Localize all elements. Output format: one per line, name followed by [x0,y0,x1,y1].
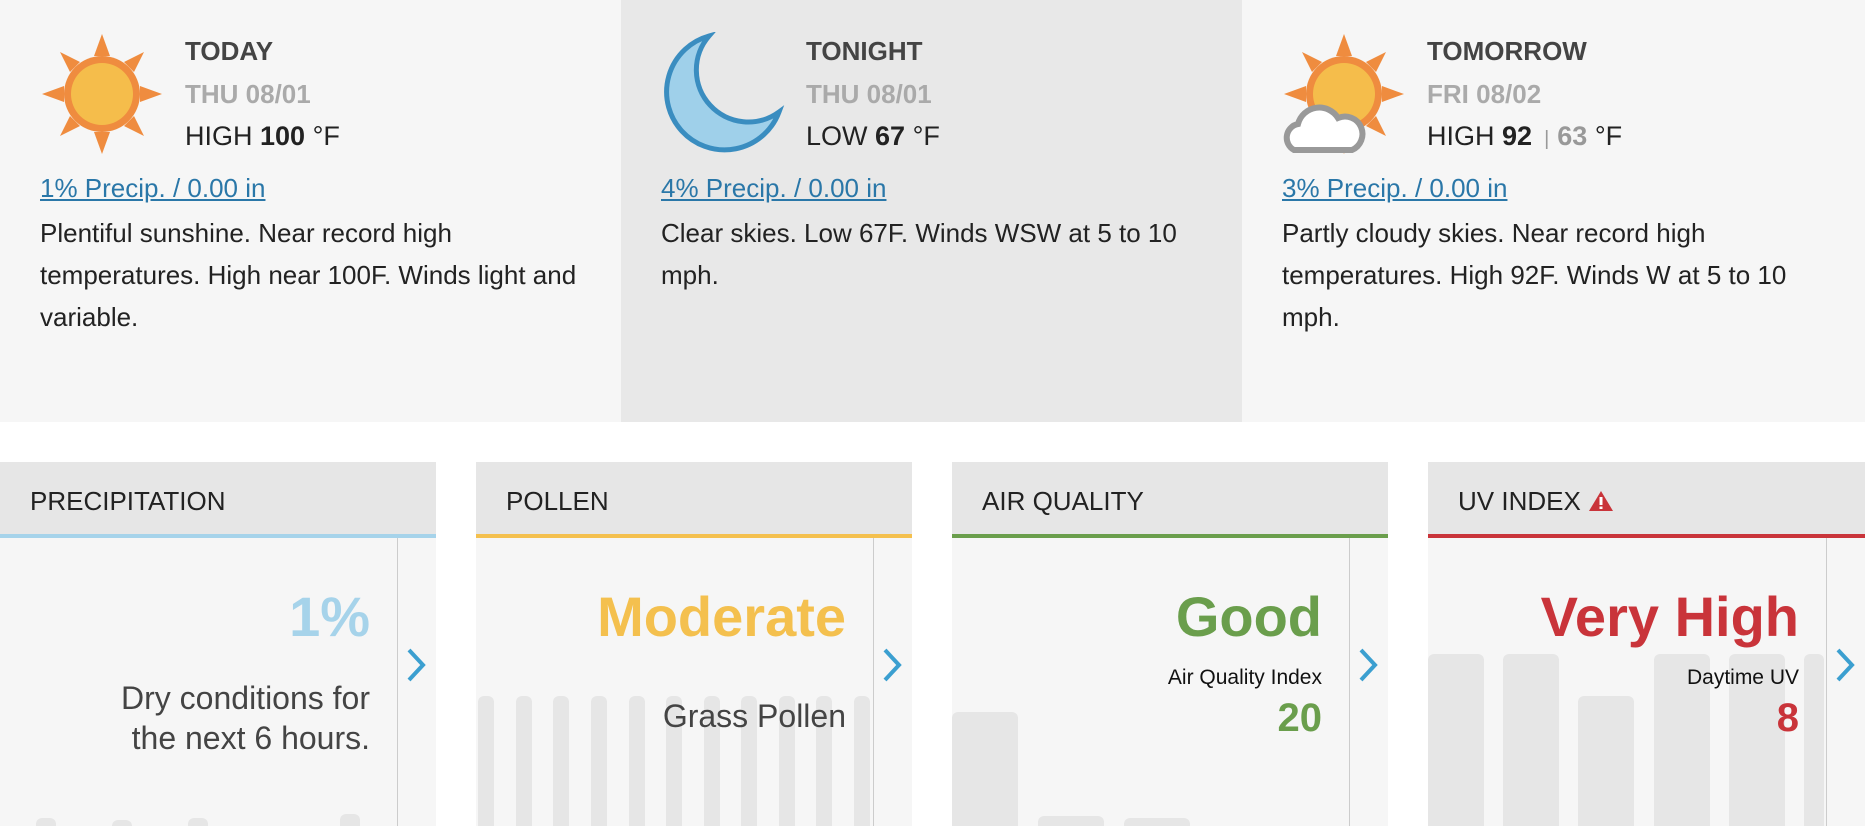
background-bar [112,820,132,826]
card-number: 8 [1776,696,1799,740]
partly-cloudy-icon [1283,34,1404,154]
temp-value: 100 [260,121,306,151]
background-bar [478,696,494,826]
card-header: POLLEN [476,462,912,538]
period-date: FRI 08/02 [1427,79,1542,109]
card-title: AIR QUALITY [982,486,1144,516]
period-label: TODAY [185,36,274,66]
background-bar [1038,816,1104,826]
card-title: UV INDEX [1458,486,1614,517]
background-bar [1428,654,1484,826]
background-bar [629,696,645,826]
forecast-panel: TODAY THU 08/01 HIGH 100 °F 1% Precip. /… [0,0,621,422]
card[interactable]: AIR QUALITY Good Air Quality Index 20 [952,462,1388,826]
divider [873,538,874,826]
precip-link[interactable]: 1% Precip. / 0.00 in [40,173,266,203]
chevron[interactable] [882,647,902,683]
forecast-panel: TOMORROW FRI 08/02 HIGH 92 | 63 °F 3% Prec… [1242,0,1865,422]
temp-unit: °F [912,121,940,151]
temp-unit: °F [312,121,340,151]
temperature: HIGH 100 °F [185,121,340,152]
precip-link[interactable]: 3% Precip. / 0.00 in [1282,173,1508,203]
background-bar [1804,654,1824,826]
moon-icon [664,32,785,153]
card-label: Daytime UV [1686,666,1799,689]
detail-line: Grass Pollen [662,698,846,734]
title-text: UV INDEX [1458,486,1581,516]
sun-icon [42,34,162,154]
period-label: TONIGHT [806,36,923,66]
detail-line: Dry conditions for [121,680,370,716]
card[interactable]: UV INDEX Very High Daytime UV 8 [1428,462,1865,826]
card-label: Air Quality Index [1167,666,1322,689]
summary: Clear skies. Low 67F. Winds WSW at 5 to … [661,218,1177,290]
card-title: PRECIPITATION [30,486,226,516]
card-value: Good [1175,585,1322,648]
background-bar [1124,818,1190,826]
forecast-panel: TONIGHT THU 08/01 LOW 67 °F 4% Precip. /… [621,0,1242,422]
period-date: THU 08/01 [185,79,311,109]
card-value: 1% [289,585,370,648]
temp-prefix: LOW [806,121,868,151]
background-bar [340,814,360,826]
background-bar [1578,696,1634,826]
card-title: POLLEN [506,486,609,516]
temp-value: 92 [1502,121,1533,151]
temp-prefix: HIGH [1427,121,1495,151]
divider [1349,538,1350,826]
background-bar [952,712,1018,826]
card-detail: Grass Pollen [663,696,846,736]
precip-link[interactable]: 4% Precip. / 0.00 in [661,173,887,203]
temp-unit: °F [1594,121,1623,151]
card[interactable]: POLLEN Moderate Grass Pollen [476,462,912,826]
period-date: THU 08/01 [806,79,932,109]
background-bar [188,818,208,826]
card-detail: Dry conditions for the next 6 hours. [121,678,370,758]
background-bar [854,696,870,826]
background-bar [1654,654,1710,826]
chevron[interactable] [1835,647,1855,683]
chevron[interactable] [406,647,426,683]
card-value: Moderate [597,585,846,648]
temperature: HIGH 92 | 63 °F [1427,121,1623,151]
period-label: TOMORROW [1427,36,1587,66]
temp-prefix: HIGH [185,121,253,151]
card-header: AIR QUALITY [952,462,1388,538]
divider [397,538,398,826]
divider [1826,538,1827,826]
warning-icon [1589,491,1614,511]
temperature: LOW 67 °F [806,121,940,152]
background-bar [666,696,682,826]
card-value: Very High [1540,585,1799,648]
background-bar [1503,654,1559,826]
background-bar [553,696,569,826]
card-header: PRECIPITATION [0,462,436,538]
background-bar [516,696,532,826]
card-number: 20 [1277,696,1323,740]
chevron[interactable] [1358,647,1378,683]
temp-value: 67 [875,121,906,151]
card[interactable]: PRECIPITATION 1% Dry conditions for the n… [0,462,436,826]
card-header: UV INDEX [1428,462,1865,538]
background-bar [704,696,720,826]
temp-low: 63 [1557,121,1588,151]
detail-line: the next 6 hours. [131,720,370,756]
summary: Partly cloudy skies. Near record high te… [1282,218,1787,332]
background-bar [741,696,757,826]
background-bar [816,696,832,826]
background-bar [36,818,56,826]
background-bar [1729,654,1785,826]
background-bar [779,696,795,826]
summary: Plentiful sunshine. Near record high tem… [40,218,577,332]
background-bar [591,696,607,826]
